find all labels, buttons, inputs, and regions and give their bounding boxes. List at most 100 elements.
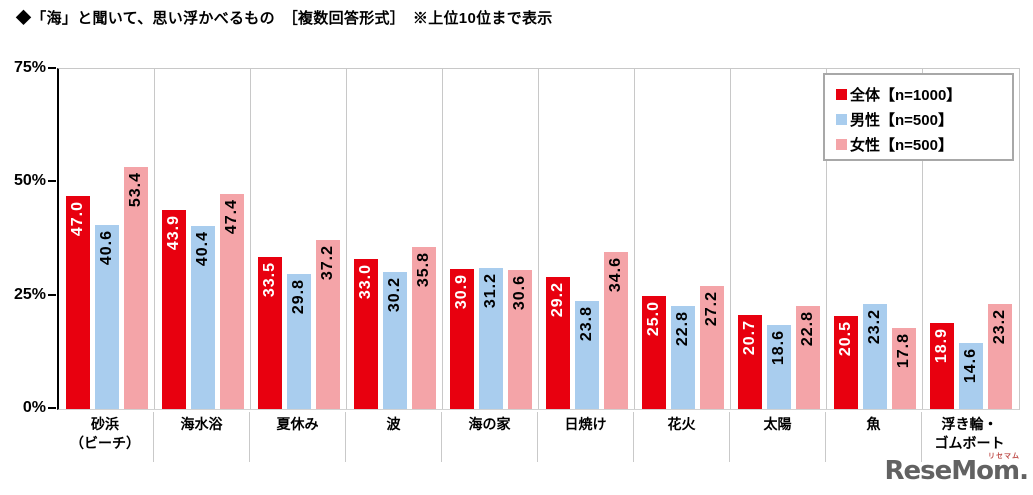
bar-value-label: 34.6	[606, 257, 624, 293]
bar: 22.8	[670, 305, 695, 409]
bar: 18.9	[930, 323, 954, 409]
bar-value-label: 20.7	[740, 320, 758, 356]
category-column: 25.0 22.8 27.2	[635, 69, 731, 409]
bar-value-label: 30.6	[510, 275, 528, 311]
bar: 37.2	[315, 240, 340, 409]
bar: 22.8	[795, 305, 820, 409]
bar: 30.6	[507, 270, 532, 409]
category-column: 30.9 31.2 30.6	[443, 69, 539, 409]
bar: 33.5	[257, 257, 282, 409]
category-label-cell: 夏休み	[249, 412, 345, 462]
category-column: 43.9 40.4 47.4	[155, 69, 251, 409]
bar-value-label: 33.5	[260, 262, 278, 298]
category-label: 花火	[667, 416, 696, 432]
legend-swatch	[836, 114, 847, 125]
category-column: 29.2 23.8 34.6	[539, 69, 635, 409]
bar-value-label: 22.8	[673, 310, 691, 346]
category-column: 33.0 30.2 35.8	[347, 69, 443, 409]
legend-swatch	[836, 89, 847, 100]
category-label: 日焼け	[564, 416, 607, 432]
resemom-logo: リセマム ReseMom.	[885, 450, 1030, 492]
category-label-cell: 太陽	[729, 412, 825, 462]
bar-value-label: 53.4	[126, 171, 144, 208]
bar: 47.4	[219, 194, 244, 409]
bar: 23.8	[574, 301, 599, 409]
bar: 20.7	[737, 315, 762, 409]
category-label: 波	[386, 416, 401, 432]
bar-value-label: 29.2	[548, 281, 566, 317]
bar: 29.8	[286, 273, 311, 409]
bar: 30.9	[449, 268, 474, 409]
bar: 14.6	[959, 342, 983, 409]
bar: 43.9	[161, 210, 186, 409]
bar-value-label: 23.2	[991, 308, 1008, 344]
plot-area: 47.0 40.6 53.4 43.9 40.4 47.4 33.5 29.8 37.2 33.0…	[57, 68, 1020, 410]
x-axis-labels: 砂浜 （ビーチ） 海水浴 夏休み 波 海の家 日焼け 花火 太陽 魚 浮き輪・ ゴムボート	[57, 412, 1017, 462]
bar-value-label: 17.8	[894, 333, 912, 369]
bar-value-label: 23.2	[865, 308, 883, 344]
y-tick-mark	[48, 180, 56, 183]
chart-title: ◆「海」と聞いて、思い浮かべるもの ［複数回答形式］ ※上位10位まで表示	[16, 10, 553, 27]
bar-value-label: 47.0	[68, 200, 86, 237]
bar: 30.2	[382, 272, 407, 409]
category-label: 太陽	[763, 416, 792, 432]
category-column: 20.5 23.2 17.8	[827, 69, 923, 409]
bar-value-label: 40.6	[97, 229, 115, 266]
bar: 35.8	[411, 246, 436, 409]
category-label: 砂浜 （ビーチ）	[70, 416, 140, 451]
category-label-cell: 海の家	[441, 412, 537, 462]
category-label: 海の家	[468, 416, 511, 432]
category-label: 海水浴	[180, 416, 223, 432]
category-label: 浮き輪・ ゴムボート	[934, 416, 1005, 451]
resemom-ruby-text: リセマム	[988, 453, 1020, 460]
y-tick-label: 0%	[22, 399, 46, 416]
bar: 31.2	[478, 267, 503, 409]
resemom-logo-text: ReseMom.	[884, 456, 1029, 486]
category-label-cell: 日焼け	[537, 412, 633, 462]
y-tick-label: 50%	[13, 172, 46, 190]
bar-value-label: 20.5	[836, 321, 854, 357]
bar: 34.6	[603, 252, 628, 409]
bar-value-label: 18.6	[769, 329, 787, 365]
bar-value-label: 43.9	[164, 215, 182, 251]
bar-value-label: 23.8	[577, 306, 595, 342]
legend-item: 全体【n=1000】	[836, 82, 1012, 107]
bar: 53.4	[123, 166, 148, 409]
bar-value-label: 25.0	[644, 300, 662, 336]
y-tick-mark	[48, 67, 56, 69]
category-label-cell: 浮き輪・ ゴムボート	[921, 412, 1017, 462]
y-tick-mark	[48, 407, 56, 409]
legend-item: 女性【n=500】	[836, 132, 1012, 157]
bar: 47.0	[65, 195, 90, 409]
bar: 29.2	[545, 276, 570, 409]
category-column: 33.5 29.8 37.2	[251, 69, 347, 409]
y-tick-mark	[48, 293, 56, 296]
bar: 40.6	[94, 224, 119, 409]
bar-value-label: 22.8	[798, 310, 816, 346]
legend-swatch	[836, 139, 847, 150]
bar-value-label: 30.9	[452, 273, 470, 310]
bar: 23.2	[988, 303, 1012, 409]
bar: 27.2	[699, 285, 724, 409]
bar: 20.5	[833, 316, 858, 409]
legend-label: 全体【n=1000】	[850, 87, 962, 104]
category-label-cell: 砂浜 （ビーチ）	[57, 412, 153, 462]
category-label: 夏休み	[276, 416, 319, 432]
bar: 17.8	[891, 328, 916, 409]
bar-value-label: 35.8	[414, 251, 432, 287]
bar: 25.0	[641, 295, 666, 409]
bar-value-label: 37.2	[318, 245, 336, 281]
category-label-cell: 波	[345, 412, 441, 462]
bar: 18.6	[766, 324, 791, 409]
bar-value-label: 30.2	[385, 277, 403, 313]
legend-item: 男性【n=500】	[836, 107, 1012, 132]
category-column: 18.9 14.6 23.2	[923, 69, 1019, 409]
y-tick-label: 75%	[13, 59, 46, 76]
legend-label: 女性【n=500】	[850, 137, 953, 154]
bar-value-label: 33.0	[356, 264, 374, 300]
legend: 全体【n=1000】男性【n=500】女性【n=500】	[823, 73, 1014, 161]
category-column: 20.7 18.6 22.8	[731, 69, 827, 409]
bar-value-label: 31.2	[481, 272, 499, 308]
bar-value-label: 18.9	[933, 328, 950, 364]
category-label-cell: 海水浴	[153, 412, 249, 462]
